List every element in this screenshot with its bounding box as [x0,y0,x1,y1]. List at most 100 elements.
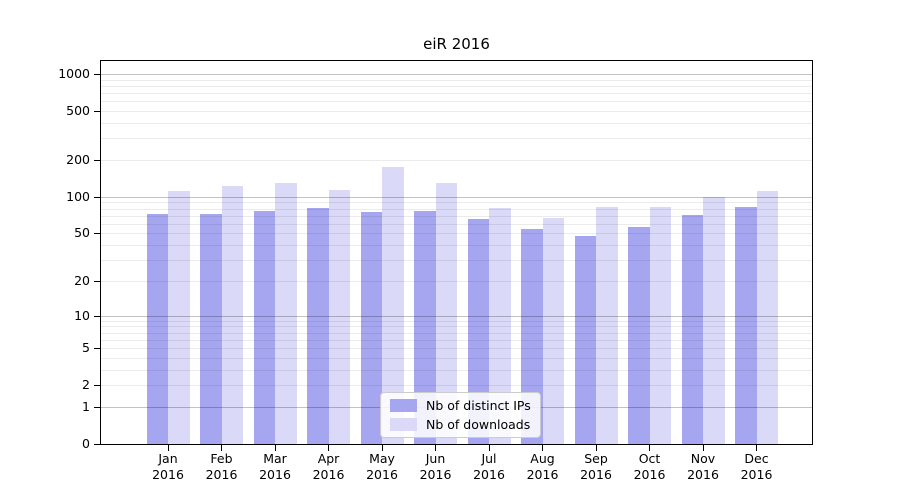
gridline-minor-5 [101,348,812,349]
gridline-minor-3 [101,369,812,371]
y-tick-1 [94,406,100,408]
x-tick-label-jul: Jul 2016 [462,451,516,483]
legend-row-downloads: Nb of downloads [390,417,531,432]
x-tick-mar [274,445,276,451]
y-tick-1000 [94,73,100,75]
bar-downloads-jun [435,183,457,444]
x-tick-feb [221,445,222,451]
gridline-minor-20 [101,280,812,282]
gridline-minor-7 [101,332,812,334]
bar-ips-aug [521,229,543,444]
x-tick-oct [649,445,650,451]
y-tick-label-10: 10 [74,307,90,323]
x-tick-label-jun: Jun 2016 [409,451,463,483]
gridline-minor-700 [101,92,812,94]
bar-ips-jan [146,214,168,444]
x-axis-labels: Jan 2016 Feb 2016 Mar 2016 Apr 2016 May 2016 Jun 20… [101,451,812,491]
legend-label-distinct-ips: Nb of distinct IPs [426,398,531,413]
x-tick-jan [167,445,169,451]
y-tick-500 [94,110,100,112]
bar-ips-nov [681,214,703,444]
x-tick-month-feb: Feb [210,451,233,466]
gridline-minor-200 [101,159,812,161]
gridline-minor-400 [101,122,812,124]
x-tick-apr [328,445,329,451]
x-tick-year-nov: 2016 [687,467,719,482]
x-tick-year-feb: 2016 [205,467,238,482]
y-tick-label-1000: 1000 [58,65,90,81]
x-tick-month-jul: Jul [481,451,497,466]
x-tick-year-dec: 2016 [740,467,773,482]
x-tick-month-nov: Nov [690,451,716,466]
x-tick-label-feb: Feb 2016 [195,451,249,483]
y-tick-label-100: 100 [66,188,90,204]
x-tick-month-mar: Mar [263,451,287,466]
y-tick-2 [94,385,100,387]
gridline-minor-600 [101,101,812,103]
gridline-minor-2 [101,385,812,387]
gridline-minor-900 [101,79,812,81]
y-tick-label-1: 1 [82,398,90,414]
gridline-minor-50 [101,233,812,235]
bar-ips-feb [200,214,222,444]
legend-row-distinct-ips: Nb of distinct IPs [390,398,531,413]
x-tick-jun [435,445,436,451]
gridline-minor-30 [101,260,812,262]
gridline-minor-9 [101,320,812,322]
gridline-minor-90 [101,202,812,204]
x-tick-year-jun: 2016 [419,467,452,482]
x-tick-month-jun: Jun [425,451,446,466]
x-tick-year-oct: 2016 [633,467,666,482]
bar-downloads-apr [328,189,350,444]
x-tick-year-may: 2016 [366,467,398,482]
bar-downloads-oct [649,207,671,444]
y-tick-10 [94,315,100,317]
x-tick-month-oct: Oct [638,451,661,466]
chart-title: eiR 2016 [423,35,490,53]
bar-ips-jun [414,210,436,444]
legend-label-downloads: Nb of downloads [426,417,531,432]
gridline-minor-800 [101,85,812,87]
legend-swatch-distinct-ips [390,399,417,412]
x-tick-label-oct: Oct 2016 [623,451,677,483]
gridline-minor-60 [101,223,812,225]
x-tick-label-mar: Mar 2016 [248,451,302,483]
gridline-major-1000 [101,73,812,75]
plot-area [94,60,813,451]
gridline-major-10 [101,315,812,317]
bar-downloads-dec [756,191,778,444]
x-tick-month-aug: Aug [530,451,555,466]
gridline-minor-300 [101,138,812,140]
bar-ips-may [360,212,382,444]
x-tick-label-sep: Sep 2016 [569,451,623,483]
gridline-minor-8 [101,326,812,328]
bar-downloads-aug [542,218,564,444]
legend: Nb of distinct IPs Nb of downloads [380,392,541,438]
bar-ips-oct [628,227,650,444]
x-tick-month-apr: Apr [317,451,340,466]
y-tick-100 [94,196,100,198]
bar-ips-sep [574,235,596,444]
x-tick-nov [702,445,704,451]
y-tick-200 [94,159,100,161]
y-tick-5 [94,348,100,349]
bar-ips-apr [307,207,329,444]
bar-ips-jul [467,218,489,444]
y-tick-label-0: 0 [82,436,90,451]
y-tick-20 [94,280,100,282]
gridline-minor-70 [101,215,812,217]
gridline-major-100 [101,196,812,198]
gridline-minor-4 [101,357,812,359]
bar-downloads-jul [489,207,511,444]
x-tick-month-jan: Jan [158,451,178,466]
x-tick-label-may: May 2016 [355,451,409,483]
x-tick-may [381,445,383,451]
y-tick-50 [94,233,100,235]
x-tick-year-jul: 2016 [473,467,505,482]
y-axis-labels: 0 1 2 5 10 20 50 100 200 500 1000 [0,60,90,451]
x-tick-month-may: May [369,451,395,466]
legend-swatch-downloads [390,418,417,431]
bar-ips-dec [735,206,757,444]
x-tick-label-aug: Aug 2016 [516,451,570,483]
y-tick-label-20: 20 [74,272,90,288]
